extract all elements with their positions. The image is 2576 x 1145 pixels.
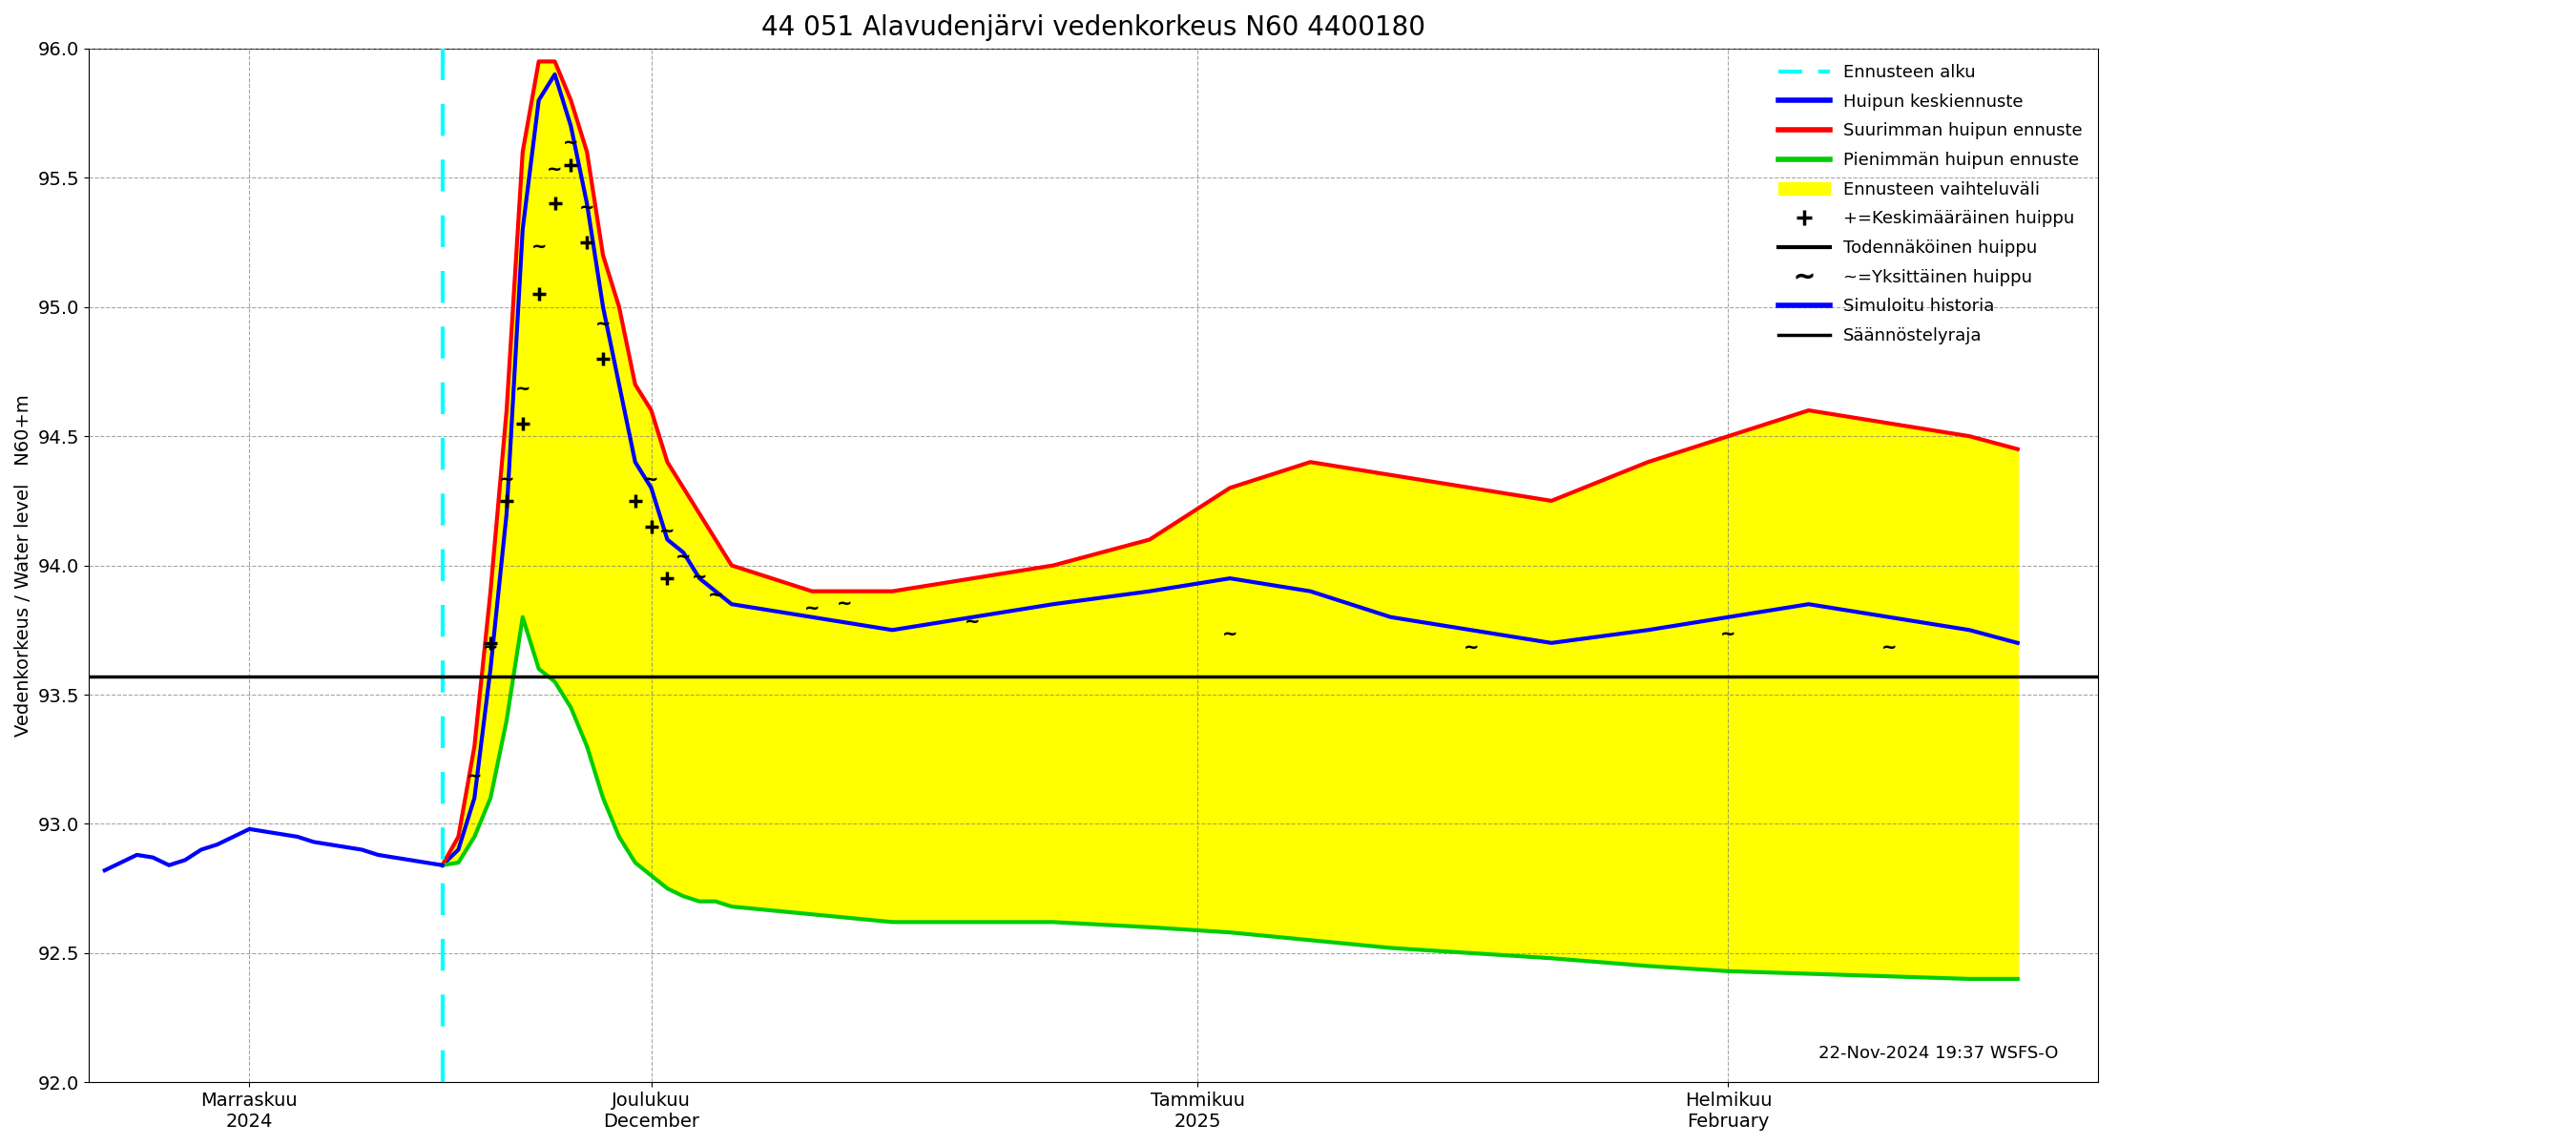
Text: ~: ~ <box>1721 625 1736 643</box>
Legend: Ennusteen alku, Huipun keskiennuste, Suurimman huipun ennuste, Pienimmän huipun : Ennusteen alku, Huipun keskiennuste, Suu… <box>1772 57 2089 352</box>
Text: 22-Nov-2024 19:37 WSFS-O: 22-Nov-2024 19:37 WSFS-O <box>1819 1044 2058 1061</box>
Text: ~: ~ <box>531 237 546 255</box>
Text: ~: ~ <box>966 611 981 630</box>
Text: ~: ~ <box>580 198 595 216</box>
Text: ~: ~ <box>675 547 690 566</box>
Text: ~: ~ <box>1221 625 1239 643</box>
Text: ~: ~ <box>1463 638 1479 656</box>
Y-axis label: Vedenkorkeus / Water level   N60+m: Vedenkorkeus / Water level N60+m <box>15 394 33 736</box>
Text: ~: ~ <box>515 379 531 397</box>
Text: ~: ~ <box>690 568 708 586</box>
Text: ~: ~ <box>466 767 482 785</box>
Text: ~: ~ <box>1880 638 1896 656</box>
Text: ~: ~ <box>837 594 853 611</box>
Text: ~: ~ <box>546 159 562 177</box>
Text: ~: ~ <box>659 521 675 539</box>
Text: ~: ~ <box>482 638 497 656</box>
Text: ~: ~ <box>564 134 580 152</box>
Text: ~: ~ <box>595 315 611 333</box>
Title: 44 051 Alavudenjärvi vedenkorkeus N60 4400180: 44 051 Alavudenjärvi vedenkorkeus N60 44… <box>762 14 1425 41</box>
Text: ~: ~ <box>708 586 724 605</box>
Text: ~: ~ <box>644 469 659 488</box>
Text: ~: ~ <box>804 599 819 617</box>
Text: ~: ~ <box>500 469 515 488</box>
